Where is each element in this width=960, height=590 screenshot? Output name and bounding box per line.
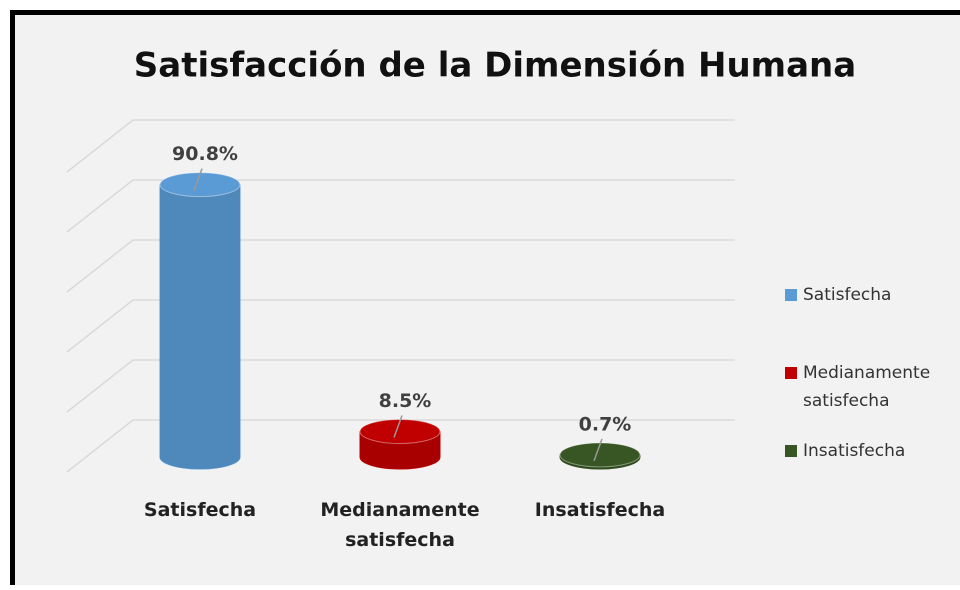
grid-line bbox=[66, 299, 735, 353]
legend-label: Satisfecha bbox=[803, 285, 892, 305]
legend-label: Insatisfecha bbox=[803, 441, 906, 461]
legend-swatch bbox=[785, 367, 797, 379]
x-tick-label: Medianamente satisfecha bbox=[320, 499, 480, 551]
chart-title: Satisfacción de la Dimensión Humana bbox=[134, 46, 856, 86]
cylinder bbox=[559, 442, 641, 470]
leader-line bbox=[593, 438, 603, 462]
cylinder bbox=[159, 172, 241, 470]
data-label: 90.8% bbox=[172, 143, 238, 165]
grid-line bbox=[66, 419, 735, 473]
chart: Satisfacción de la Dimensión Humana 90.8… bbox=[66, 46, 856, 473]
legend-swatch bbox=[785, 445, 797, 457]
grid-line bbox=[66, 179, 735, 233]
leader-line bbox=[393, 415, 403, 438]
leader-line bbox=[193, 168, 203, 191]
grid-line bbox=[66, 359, 735, 413]
chart-frame: Satisfacción de la Dimensión Humana 90.8… bbox=[10, 10, 960, 585]
x-tick-label: Satisfecha bbox=[143, 499, 257, 521]
grid-line bbox=[66, 239, 735, 293]
x-tick-label: Insatisfecha bbox=[534, 499, 666, 521]
legend-swatch bbox=[785, 289, 797, 301]
legend-label: Medianamente satisfecha bbox=[803, 363, 931, 411]
grid-line bbox=[66, 119, 735, 173]
data-label: 0.7% bbox=[579, 413, 632, 435]
cylinder bbox=[359, 419, 441, 470]
data-label: 8.5% bbox=[379, 390, 432, 412]
